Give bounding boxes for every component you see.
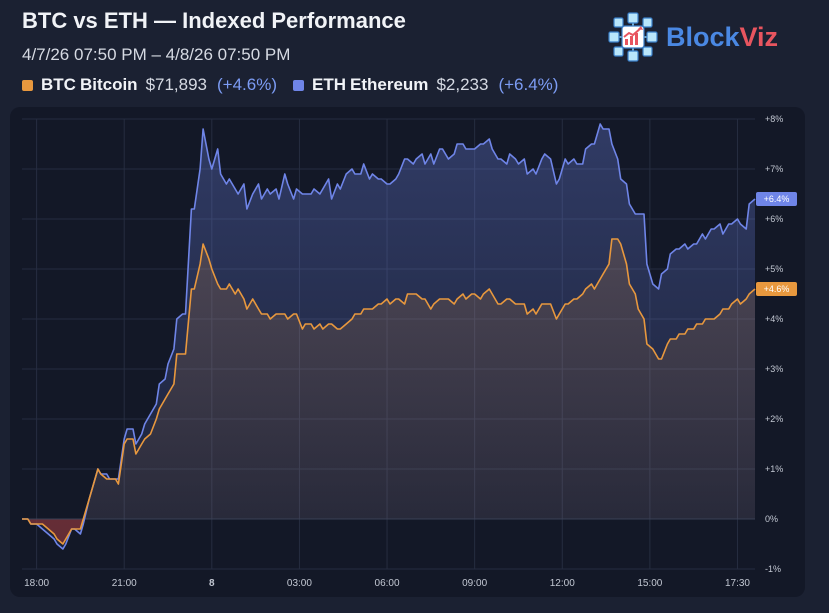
- x-tick-label: 8: [209, 578, 215, 589]
- y-tick-label: +5%: [765, 264, 783, 274]
- y-tick-label: +2%: [765, 414, 783, 424]
- eth-line: [22, 123, 756, 550]
- legend: BTC Bitcoin $71,893 (+4.6%) ETH Ethereum…: [22, 75, 574, 95]
- x-tick-label: 12:00: [550, 578, 575, 589]
- x-tick-label: 17:30: [725, 578, 750, 589]
- y-tick-label: +7%: [765, 164, 783, 174]
- x-tick-label: 03:00: [287, 578, 312, 589]
- y-tick-label: +8%: [765, 114, 783, 124]
- cube-network-chart-icon: [608, 12, 658, 62]
- x-tick-label: 15:00: [637, 578, 662, 589]
- chart-title: BTC vs ETH — Indexed Performance: [22, 8, 406, 33]
- x-tick-label: 09:00: [462, 578, 487, 589]
- x-tick-label: 21:00: [112, 578, 137, 589]
- y-tick-label: +6%: [765, 214, 783, 224]
- brand-logo[interactable]: BlockViz: [606, 9, 818, 65]
- btc-symbol: BTC: [41, 75, 76, 94]
- y-tick-label: +3%: [765, 364, 783, 374]
- eth-change: (+6.4%): [498, 75, 559, 94]
- legend-item-eth[interactable]: ETH Ethereum $2,233 (+6.4%): [293, 75, 558, 95]
- date-range: 4/7/26 07:50 PM – 4/8/26 07:50 PM: [22, 45, 291, 64]
- x-tick-label: 18:00: [24, 578, 49, 589]
- eth-symbol: ETH: [312, 75, 347, 94]
- brand-name-part2: Viz: [739, 21, 779, 52]
- negative-area: [27, 519, 84, 544]
- line-chart[interactable]: -1% 0% +1% +2% +3% +4% +5% +6% +7% +8% 18:00 21:00 8…: [10, 107, 805, 597]
- btc-price: $71,893: [145, 75, 208, 94]
- eth-price: $2,233: [436, 75, 489, 94]
- eth-end-badge: [756, 192, 797, 206]
- btc-name: Bitcoin: [79, 75, 138, 94]
- btc-end-badge-label: +4.6%: [764, 284, 790, 294]
- btc-change: (+4.6%): [217, 75, 278, 94]
- btc-line: [22, 238, 756, 545]
- x-tick-label: 06:00: [375, 578, 400, 589]
- brand-name: BlockViz: [666, 22, 778, 53]
- y-tick-label: -1%: [765, 564, 781, 574]
- legend-item-btc[interactable]: BTC Bitcoin $71,893 (+4.6%): [22, 75, 277, 95]
- eth-name: Ethereum: [350, 75, 429, 94]
- eth-swatch: [293, 79, 305, 91]
- y-tick-label: +4%: [765, 314, 783, 324]
- y-tick-label: +1%: [765, 464, 783, 474]
- eth-end-badge-label: +6.4%: [764, 194, 790, 204]
- btc-swatch: [22, 79, 33, 91]
- y-tick-label: 0%: [765, 514, 778, 524]
- chart-panel[interactable]: -1% 0% +1% +2% +3% +4% +5% +6% +7% +8% 18:00 21:00 8…: [10, 107, 805, 597]
- btc-end-badge: [756, 282, 797, 296]
- btc-area: [22, 239, 755, 544]
- brand-name-part1: Block: [666, 21, 740, 52]
